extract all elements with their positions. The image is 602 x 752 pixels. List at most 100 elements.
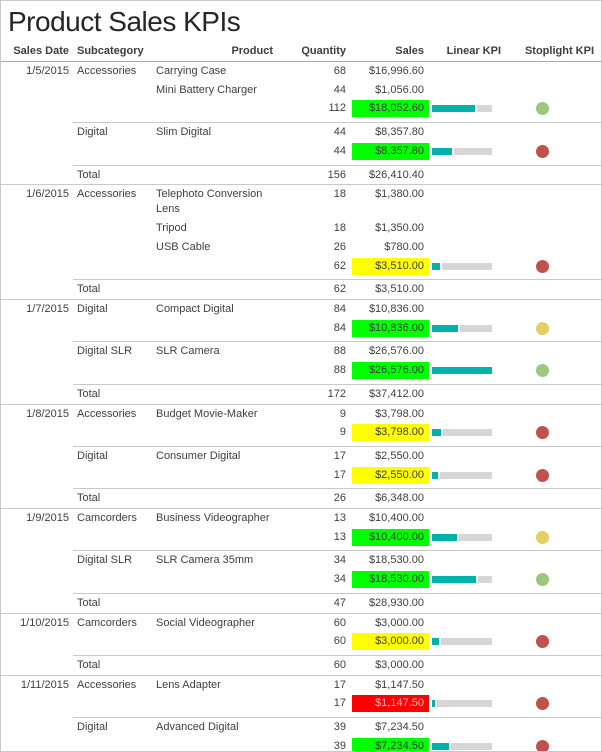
quantity-cell: 62 — [333, 259, 346, 272]
sales-cell: $16,996.60 — [349, 62, 431, 81]
linear-kpi-cell — [431, 632, 506, 655]
linear-kpi-fill — [432, 324, 460, 332]
subcategory-cell — [73, 466, 151, 489]
stoplight-kpi-cell — [506, 319, 601, 342]
product-cell — [151, 654, 281, 676]
stoplight-kpi-cell — [506, 466, 601, 489]
product-cell: SLR Camera 35mm — [151, 550, 281, 571]
sales-value: $3,000.00 — [375, 658, 424, 671]
product-cell: Carrying Case — [156, 65, 227, 77]
stoplight-kpi-cell — [506, 219, 601, 238]
quantity-cell: 17 — [281, 674, 349, 695]
sales-highlight-yellow: $3,798.00 — [352, 424, 429, 442]
sales-cell: $18,530.00 — [349, 570, 431, 593]
product-cell: Budget Movie-Maker — [151, 403, 281, 424]
linear-kpi-cell — [431, 694, 506, 717]
linear-kpi-cell — [431, 383, 506, 405]
stoplight-kpi-cell — [506, 257, 601, 280]
sales-highlight-red: $1,147.50 — [352, 695, 429, 713]
sales-cell: $10,836.00 — [349, 299, 431, 319]
linear-kpi-fill — [432, 262, 443, 270]
detail-row: USB Cable 26 $780.00 — [1, 238, 601, 257]
sales-date-cell — [1, 81, 73, 100]
sales-cell: $780.00 — [349, 238, 431, 257]
linear-kpi-gauge — [432, 742, 492, 750]
sales-cell: $7,234.50 — [349, 737, 431, 751]
subcategory-cell — [73, 570, 151, 593]
sales-cell: $10,400.00 — [349, 508, 431, 528]
sales-date-cell — [1, 99, 73, 122]
linear-kpi-cell — [431, 164, 506, 185]
stoplight-red-icon — [536, 739, 549, 751]
subcategory-cell: Accessories — [73, 403, 151, 424]
stoplight-kpi-cell — [506, 383, 601, 405]
col-header-sales: Sales — [349, 41, 431, 62]
detail-row: Digital SLR SLR Camera 35mm 34 $18,530.00 — [1, 550, 601, 571]
linear-kpi-fill — [432, 471, 440, 479]
group-total-row: Total 26 $6,348.00 — [1, 488, 601, 509]
subcategory-cell — [73, 257, 151, 280]
sales-value: $6,348.00 — [375, 492, 424, 505]
quantity-cell: 39 — [333, 739, 346, 752]
linear-kpi-cell — [431, 445, 506, 466]
linear-kpi-fill — [432, 638, 442, 646]
sales-cell: $3,000.00 — [349, 654, 431, 676]
stoplight-kpi-cell — [506, 694, 601, 717]
linear-kpi-cell — [431, 122, 506, 142]
linear-kpi-fill — [432, 576, 479, 584]
product-cell — [151, 383, 281, 405]
product-cell — [151, 257, 281, 280]
group-total-label: Total — [73, 592, 151, 614]
sales-cell: $1,056.00 — [349, 81, 431, 100]
sales-cell: $10,836.00 — [349, 319, 431, 342]
linear-kpi-fill — [432, 147, 454, 155]
sales-value: $780.00 — [384, 240, 424, 253]
group-total-row: Total 62 $3,510.00 — [1, 279, 601, 300]
kpi-subtotal-row: 39 $7,234.50 — [1, 737, 601, 752]
linear-kpi-gauge — [432, 638, 492, 646]
sales-highlight-green: $26,576.00 — [352, 362, 429, 380]
kpi-subtotal-row: 84 $10,836.00 — [1, 319, 601, 342]
linear-kpi-cell — [431, 142, 506, 165]
quantity-cell: 34 — [281, 550, 349, 571]
stoplight-kpi-cell — [506, 403, 601, 424]
product-cell — [151, 319, 281, 342]
sales-value: $28,930.00 — [368, 596, 424, 609]
stoplight-red-icon — [536, 697, 549, 711]
linear-kpi-cell — [431, 717, 506, 737]
sales-date-cell: 1/8/2015 — [1, 403, 73, 424]
sales-date-cell — [1, 570, 73, 593]
sales-highlight-green: $18,530.00 — [352, 571, 429, 589]
product-cell: Business Videographer — [151, 508, 281, 528]
linear-kpi-cell — [431, 550, 506, 571]
product-cell — [151, 592, 281, 614]
linear-kpi-cell — [431, 219, 506, 238]
subcategory-cell — [73, 361, 151, 384]
kpi-subtotal-row: 112 $18,052.60 — [1, 99, 601, 122]
group-total-row: Total 60 $3,000.00 — [1, 654, 601, 676]
stoplight-kpi-cell — [506, 279, 601, 300]
stoplight-kpi-cell — [506, 164, 601, 185]
detail-row: 1/8/2015 Accessories Budget Movie-Maker 9 $3… — [1, 403, 601, 424]
sales-value: $1,380.00 — [375, 188, 424, 201]
subcategory-cell: Digital SLR — [73, 550, 151, 571]
col-header-subcategory: Subcategory — [73, 41, 151, 62]
linear-kpi-cell — [431, 466, 506, 489]
sales-value: $7,234.50 — [375, 721, 424, 734]
linear-kpi-cell — [431, 341, 506, 362]
stoplight-red-icon — [536, 635, 549, 649]
linear-kpi-cell — [431, 238, 506, 257]
linear-kpi-gauge — [432, 576, 492, 584]
subcategory-cell — [73, 694, 151, 717]
stoplight-kpi-cell — [506, 122, 601, 142]
stoplight-kpi-cell — [506, 550, 601, 571]
linear-kpi-cell — [431, 654, 506, 676]
subcategory-cell: Digital — [73, 122, 151, 142]
sales-value: $8,357.80 — [375, 126, 424, 139]
detail-row: 1/6/2015 Accessories Telephoto Conversion … — [1, 184, 601, 220]
linear-kpi-cell — [431, 279, 506, 300]
sales-date-cell — [1, 489, 73, 509]
stoplight-green-icon — [536, 364, 549, 378]
product-cell — [151, 737, 281, 751]
linear-kpi-cell — [431, 257, 506, 280]
